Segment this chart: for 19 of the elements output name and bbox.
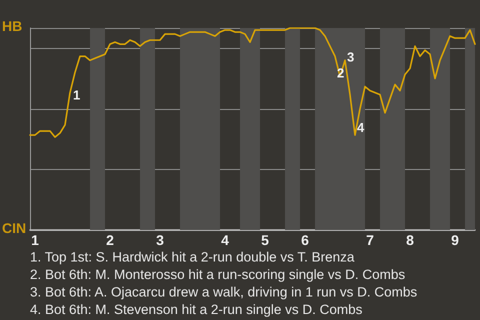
- x-tick-label: 2: [106, 232, 114, 248]
- x-tick-label: 6: [301, 232, 310, 248]
- x-tick-label: 9: [451, 232, 460, 248]
- text: 2. Bot 6th: M. Monterosso hit a run-scoring single vs D. Combs: [30, 267, 406, 282]
- annotation: 4: [357, 120, 365, 136]
- text: HB: [2, 18, 22, 34]
- x-tick-label: 8: [406, 232, 414, 248]
- x-tick-label: 5: [261, 232, 270, 248]
- text: 1. Top 1st: S. Hardwick hit a 2-run double vs T. Brenza: [30, 250, 355, 264]
- x-tick-label: 1: [31, 232, 40, 248]
- x-tick-label: 3: [156, 232, 164, 248]
- text: CIN: [2, 220, 26, 236]
- text: 4. Bot 6th: M. Stevenson hit a 2-run single vs D. Combs: [30, 302, 363, 317]
- x-tick-label: 4: [221, 232, 230, 248]
- text: 3. Bot 6th: A. Ojacarcu drew a walk, driving in 1 run vs D. Combs: [30, 284, 418, 300]
- annotation: 2: [337, 65, 344, 80]
- x-tick-label: 7: [366, 232, 374, 248]
- annotation: 1: [73, 88, 80, 103]
- annotation: 3: [347, 49, 354, 64]
